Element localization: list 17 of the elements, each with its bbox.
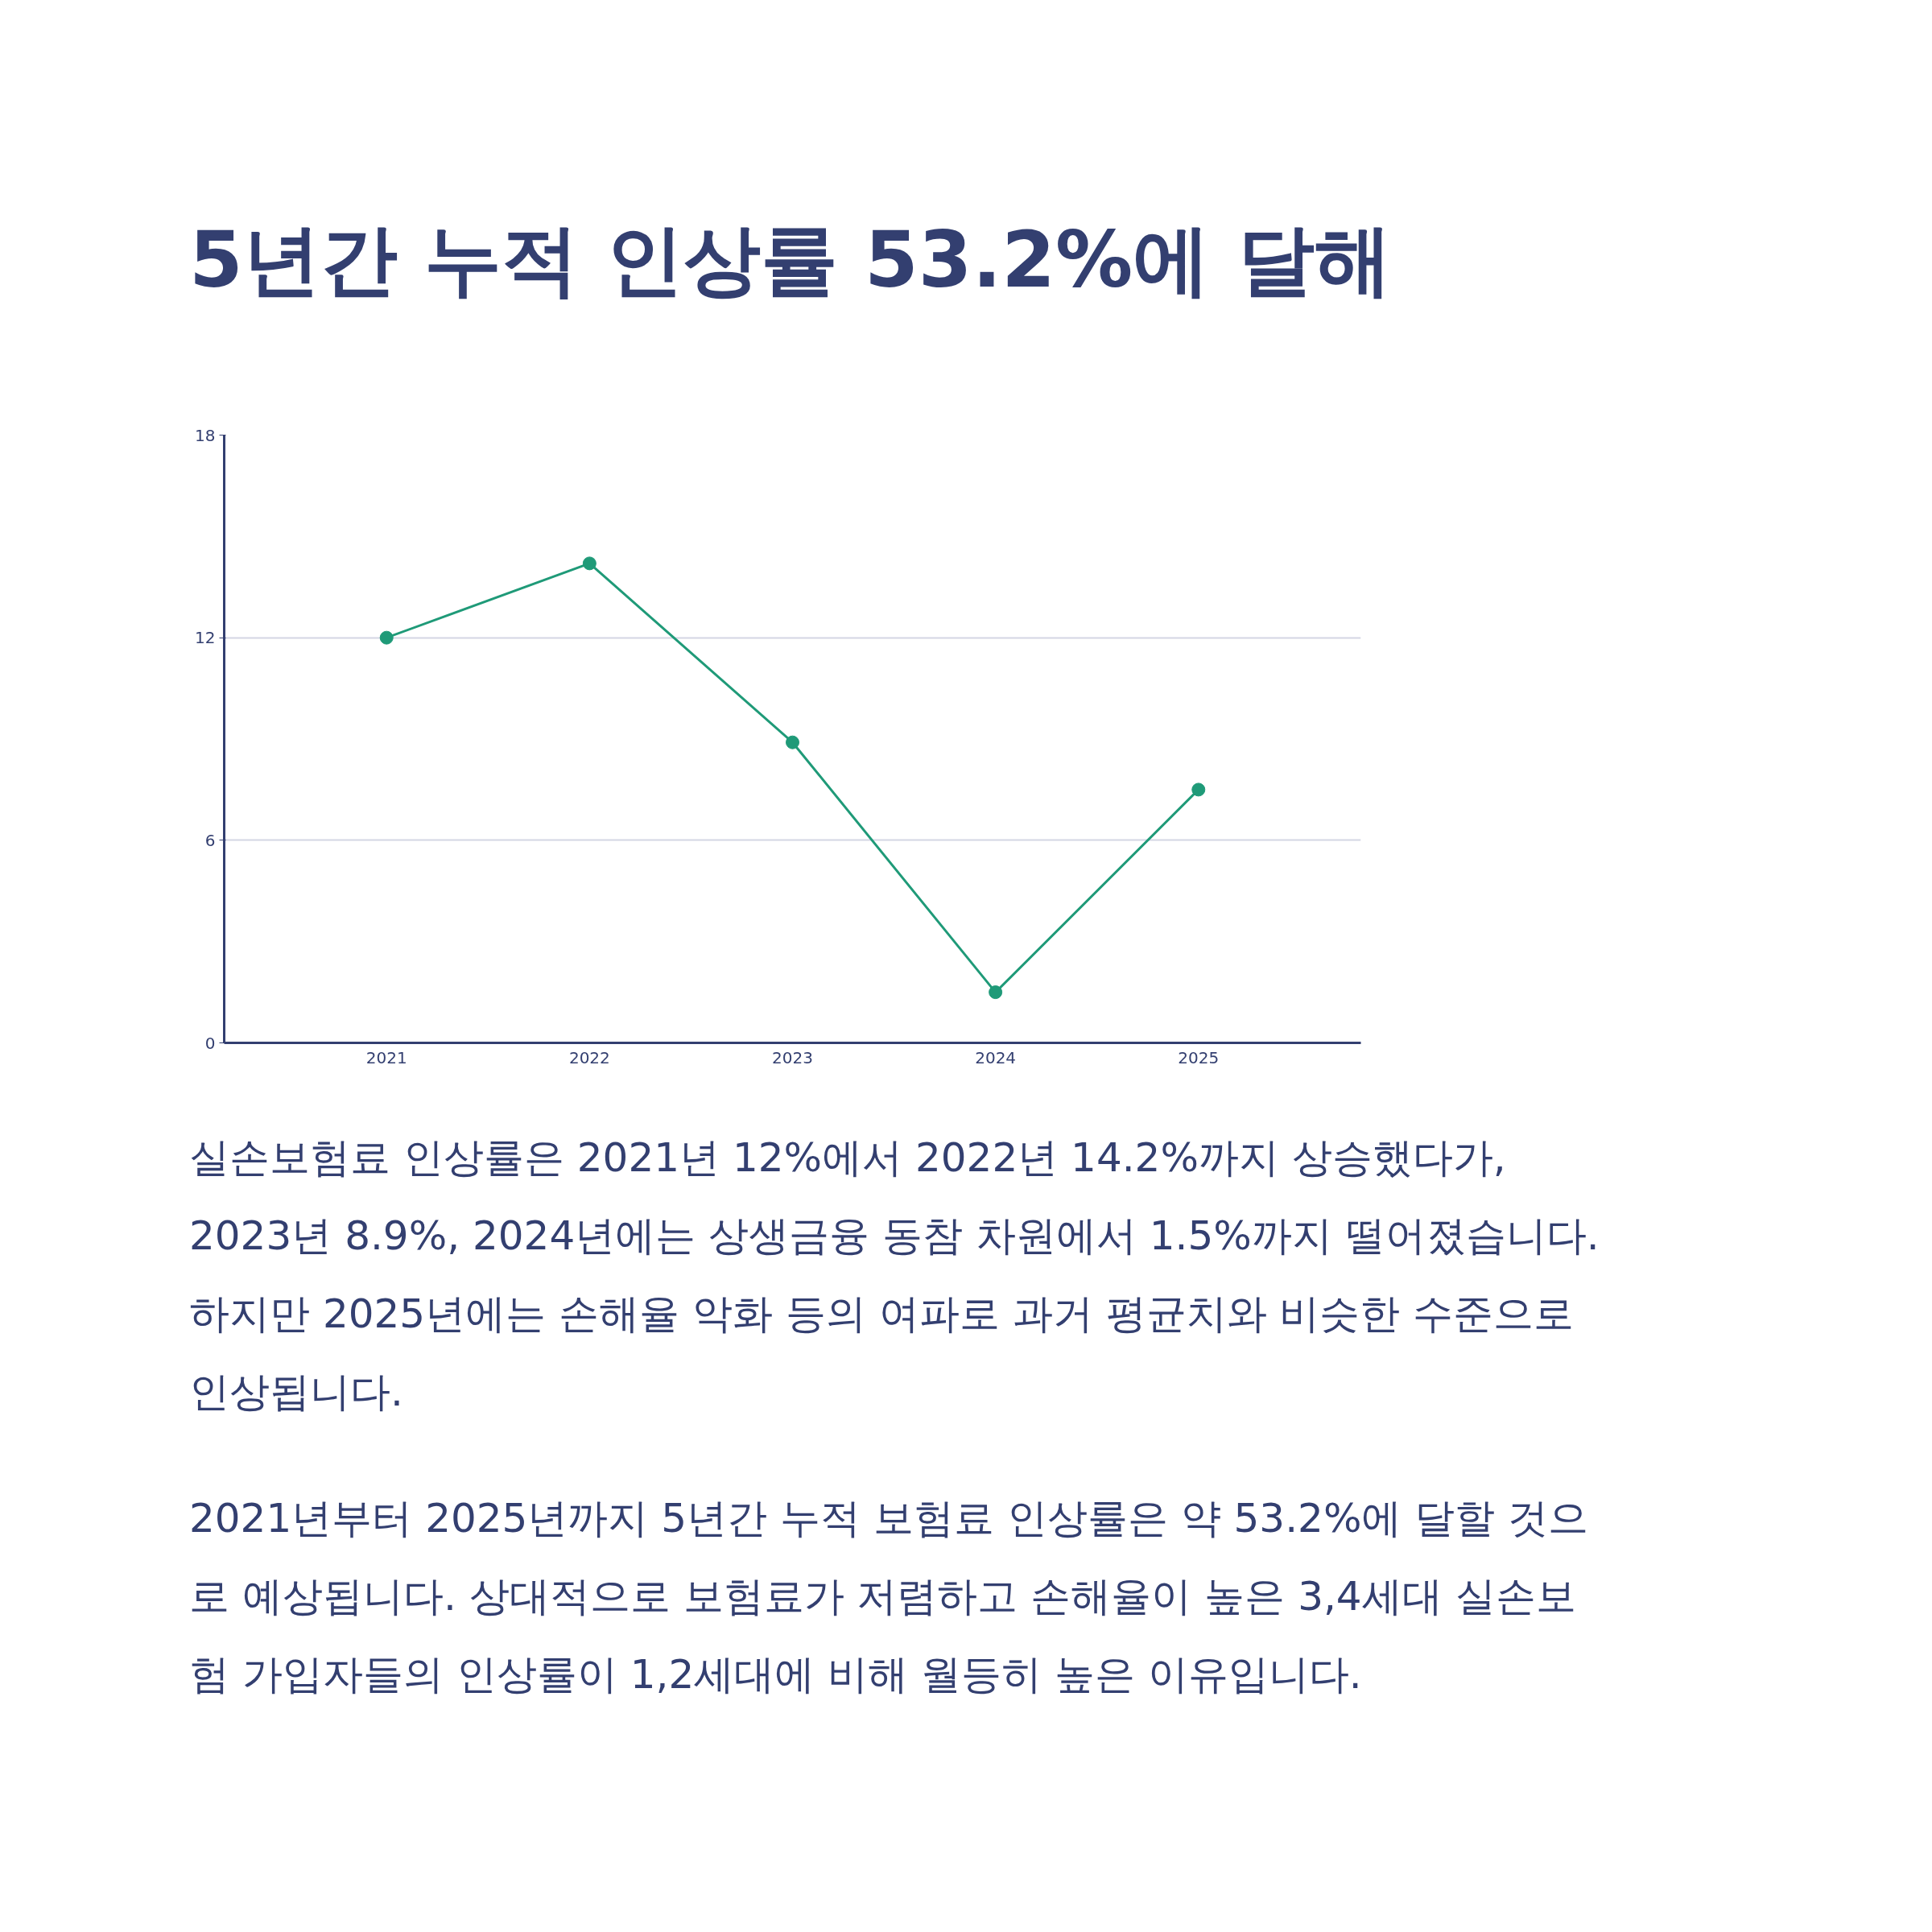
text: 2021년부터 2025년까지 5년간 누적 보험료 인상률은 약 53.2%에 달할 것으 로 예상됩니다. 상대적으로 보험료가 저렴하고 손해율이 높은 3,4세대 실손보 험 가입자들의 인상률이 1,2세대에 비해 월등히 높은 이유입니다. bbox=[189, 1494, 1590, 1699]
x-tick-label: 2024 bbox=[975, 1047, 1017, 1067]
x-tick-label: 2025 bbox=[1178, 1047, 1220, 1067]
point bbox=[786, 735, 799, 749]
x-tick-label: 2022 bbox=[568, 1047, 610, 1067]
point bbox=[379, 630, 394, 645]
point bbox=[1191, 782, 1206, 797]
y-tick-label: 0 bbox=[204, 1033, 216, 1053]
point bbox=[989, 985, 1003, 1000]
x-tick-label: 2021 bbox=[365, 1047, 407, 1067]
x-tick-label: 2023 bbox=[772, 1047, 813, 1067]
point bbox=[582, 556, 597, 571]
y-tick-label: 6 bbox=[204, 830, 216, 850]
y-tick-label: 12 bbox=[195, 628, 216, 648]
text: 실손보험료 인상률은 2021년 12%에서 2022년 14.2%까지 상승했다가, 2023년 8.9%, 2024년에는 상생금융 동참 차원에서 1.5%까지 떨어졌습니다. 하지만 2025년에는 손해율 악화 등의 여파로 과거 평균치와 비슷한 수준으로 인상됩니다. bbox=[189, 1133, 1600, 1417]
y-tick-label: 18 bbox=[195, 425, 216, 445]
chart-title: 5년간 누적 인상률 53.2%에 달해 bbox=[189, 214, 1392, 307]
